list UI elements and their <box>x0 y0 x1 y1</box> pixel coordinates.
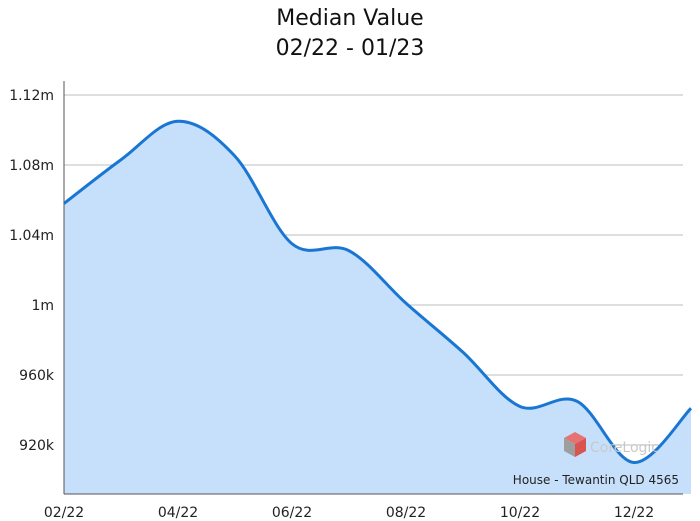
chart-title: Median Value 02/22 - 01/23 <box>0 4 700 64</box>
y-tick-label: 1.12m <box>9 88 54 104</box>
corelogic-logo: CoreLogic <box>564 432 659 457</box>
chart-title-main: Median Value <box>276 6 424 31</box>
x-tick-label: 04/22 <box>158 505 198 521</box>
x-tick-label: 08/22 <box>386 505 426 521</box>
y-tick-label: 920k <box>19 438 55 454</box>
watermark-text: CoreLogic <box>590 440 659 456</box>
x-tick-label: 12/22 <box>614 505 654 521</box>
y-tick-label: 1.04m <box>9 228 54 244</box>
logo-cube-left <box>564 438 575 457</box>
area-fill <box>64 121 691 494</box>
chart-subtitle: 02/22 - 01/23 <box>275 36 425 61</box>
logo-cube-right <box>575 438 586 457</box>
y-tick-label: 1.08m <box>9 158 54 174</box>
x-tick-label: 06/22 <box>272 505 312 521</box>
y-tick-labels: 920k 960k 1m 1.04m 1.08m 1.12m <box>9 88 55 454</box>
axes <box>63 81 683 495</box>
chart-caption: House - Tewantin QLD 4565 <box>513 473 679 487</box>
series-line <box>63 119 693 465</box>
y-tick-label: 1m <box>31 298 54 314</box>
x-tick-labels: 02/22 04/22 06/22 08/22 10/22 12/22 <box>44 505 654 521</box>
x-tick-label: 02/22 <box>44 505 84 521</box>
x-tick-label: 10/22 <box>500 505 540 521</box>
y-tick-label: 960k <box>19 368 55 384</box>
